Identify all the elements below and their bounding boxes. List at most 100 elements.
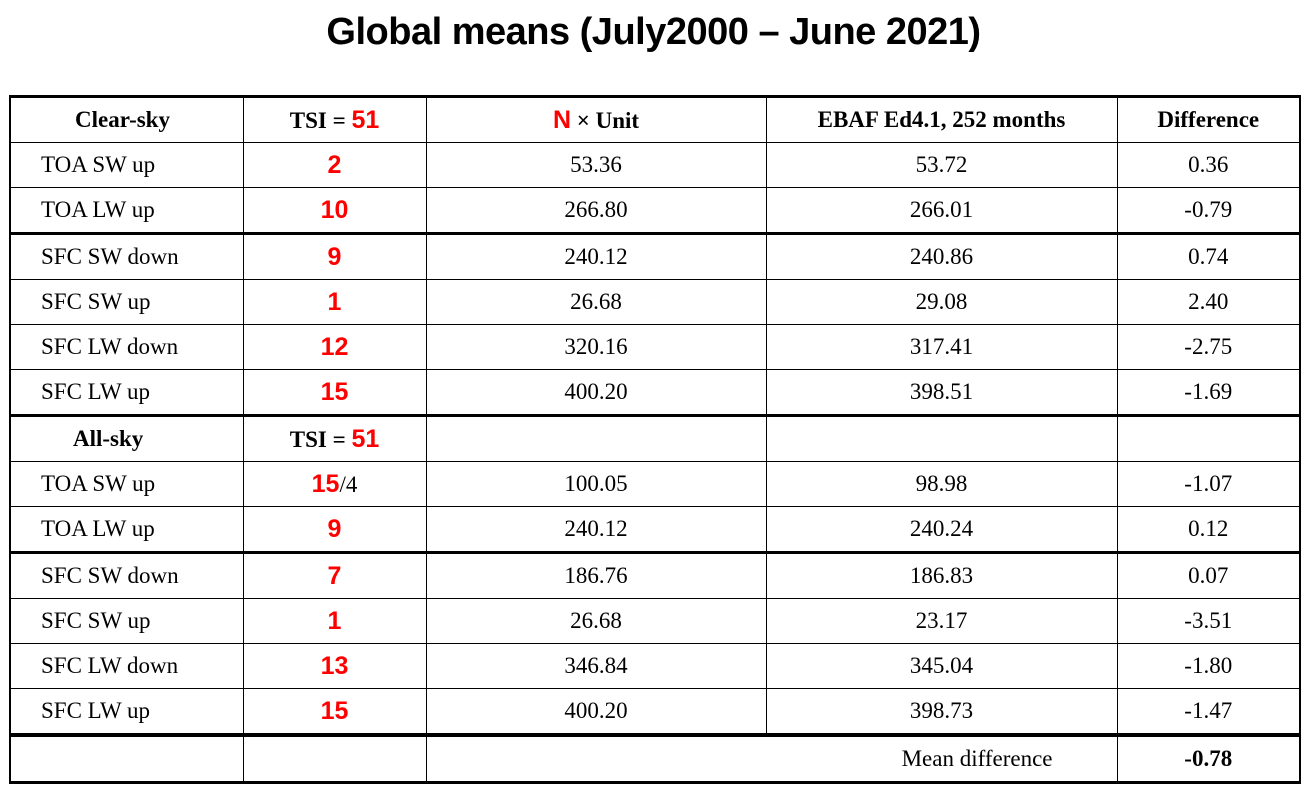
- ebaf-header: EBAF Ed4.1, 252 months: [765, 96, 1118, 143]
- n-symbol: N: [552, 105, 571, 134]
- n-unit-value: 240.12: [425, 232, 767, 280]
- n-unit-header: N × Unit: [425, 96, 767, 143]
- n-unit-value: 346.84: [425, 643, 767, 689]
- row-label: TOA LW up: [9, 506, 244, 553]
- n-unit-value: 26.68: [425, 279, 767, 325]
- difference-value: -0.79: [1116, 187, 1301, 234]
- ebaf-value: 266.01: [765, 187, 1118, 234]
- ebaf-value: 186.83: [765, 551, 1118, 599]
- n-value: 1: [327, 606, 342, 635]
- table-row: SFC LW up 15 400.20 398.73 -1.47: [9, 688, 1301, 736]
- n-cell: 10: [242, 187, 427, 234]
- ebaf-value: 398.73: [765, 688, 1118, 736]
- difference-value: 0.07: [1116, 551, 1301, 599]
- n-unit-value: 266.80: [425, 187, 767, 234]
- ebaf-value: 345.04: [765, 643, 1118, 689]
- ebaf-value: 398.51: [765, 369, 1118, 416]
- difference-value: -2.75: [1116, 324, 1301, 370]
- n-value: 9: [327, 242, 342, 271]
- n-value: 15: [320, 377, 349, 406]
- difference-value: -1.80: [1116, 643, 1301, 689]
- ebaf-value: 53.72: [765, 142, 1118, 188]
- table-row: SFC LW up 15 400.20 398.51 -1.69: [9, 369, 1301, 416]
- n-value: 13: [320, 651, 349, 680]
- n-cell: 7: [242, 551, 427, 599]
- tsi-value: 51: [351, 105, 380, 134]
- row-label: TOA SW up: [9, 461, 244, 507]
- difference-value: 0.36: [1116, 142, 1301, 188]
- ebaf-value: 240.86: [765, 232, 1118, 280]
- row-label: SFC SW up: [9, 279, 244, 325]
- n-cell: 9: [242, 232, 427, 280]
- empty-cell: [1116, 414, 1301, 462]
- n-cell: 13: [242, 643, 427, 689]
- tsi-header: TSI = 51: [242, 96, 427, 143]
- row-label: SFC LW up: [9, 688, 244, 736]
- table-row: TOA LW up 9 240.12 240.24 0.12: [9, 506, 1301, 553]
- difference-value: -3.51: [1116, 598, 1301, 644]
- difference-value: 2.40: [1116, 279, 1301, 325]
- global-means-table: Clear-sky TSI = 51 N × Unit EBAF Ed4.1, …: [9, 95, 1301, 784]
- row-label: SFC LW down: [9, 324, 244, 370]
- header-row: Clear-sky TSI = 51 N × Unit EBAF Ed4.1, …: [9, 96, 1301, 143]
- tsi-prefix: TSI =: [289, 107, 352, 133]
- row-label: SFC SW down: [9, 232, 244, 280]
- row-label: SFC LW up: [9, 369, 244, 416]
- n-value: 1: [327, 287, 342, 316]
- n-unit-value: 100.05: [425, 461, 767, 507]
- table-row: SFC SW down 9 240.12 240.86 0.74: [9, 232, 1301, 280]
- ebaf-value: 317.41: [765, 324, 1118, 370]
- table-row: SFC SW up 1 26.68 29.08 2.40: [9, 279, 1301, 325]
- n-unit-value: 26.68: [425, 598, 767, 644]
- n-value: 12: [320, 332, 349, 361]
- ebaf-value: 29.08: [765, 279, 1118, 325]
- row-label: SFC SW up: [9, 598, 244, 644]
- n-unit-value: 186.76: [425, 551, 767, 599]
- empty-cell: [9, 733, 244, 783]
- n-value: 10: [320, 195, 349, 224]
- mean-difference-value: -0.78: [1116, 733, 1301, 783]
- table-row: TOA SW up 15/4 100.05 98.98 -1.07: [9, 461, 1301, 507]
- n-cell: 9: [242, 506, 427, 553]
- mean-difference-row: Mean difference -0.78: [9, 733, 1301, 783]
- empty-cell: [242, 733, 427, 783]
- table-row: SFC SW up 1 26.68 23.17 -3.51: [9, 598, 1301, 644]
- tsi-prefix: TSI =: [289, 426, 352, 452]
- n-cell: 1: [242, 279, 427, 325]
- difference-value: -1.69: [1116, 369, 1301, 416]
- row-label: SFC SW down: [9, 551, 244, 599]
- empty-cell: [425, 414, 767, 462]
- n-value: 9: [327, 514, 342, 543]
- difference-value: -1.07: [1116, 461, 1301, 507]
- n-unit-value: 400.20: [425, 369, 767, 416]
- n-cell: 15/4: [242, 461, 427, 507]
- page-title: Global means (July2000 – June 2021): [326, 11, 981, 53]
- n-value: 2: [327, 150, 342, 179]
- clear-sky-header: Clear-sky: [9, 96, 244, 143]
- n-unit-suffix: × Unit: [571, 107, 640, 133]
- difference-value: 0.74: [1116, 232, 1301, 280]
- ebaf-value: 98.98: [765, 461, 1118, 507]
- difference-value: -1.47: [1116, 688, 1301, 736]
- table-row: SFC SW down 7 186.76 186.83 0.07: [9, 551, 1301, 599]
- table-row: TOA SW up 2 53.36 53.72 0.36: [9, 142, 1301, 188]
- n-unit-value: 53.36: [425, 142, 767, 188]
- tsi-value: 51: [351, 424, 380, 453]
- all-sky-tsi: TSI = 51: [242, 414, 427, 462]
- row-label: TOA SW up: [9, 142, 244, 188]
- ebaf-value: 23.17: [765, 598, 1118, 644]
- n-suffix: /4: [339, 471, 358, 497]
- mean-difference-label: Mean difference: [425, 733, 1118, 783]
- empty-cell: [765, 414, 1118, 462]
- n-value: 7: [327, 561, 342, 590]
- difference-header: Difference: [1116, 96, 1301, 143]
- table-row: TOA LW up 10 266.80 266.01 -0.79: [9, 187, 1301, 234]
- n-cell: 1: [242, 598, 427, 644]
- table-row: SFC LW down 12 320.16 317.41 -2.75: [9, 324, 1301, 370]
- all-sky-header-row: All-sky TSI = 51: [9, 414, 1301, 462]
- n-unit-value: 320.16: [425, 324, 767, 370]
- n-cell: 2: [242, 142, 427, 188]
- row-label: TOA LW up: [9, 187, 244, 234]
- all-sky-header: All-sky: [9, 414, 244, 462]
- table-row: SFC LW down 13 346.84 345.04 -1.80: [9, 643, 1301, 689]
